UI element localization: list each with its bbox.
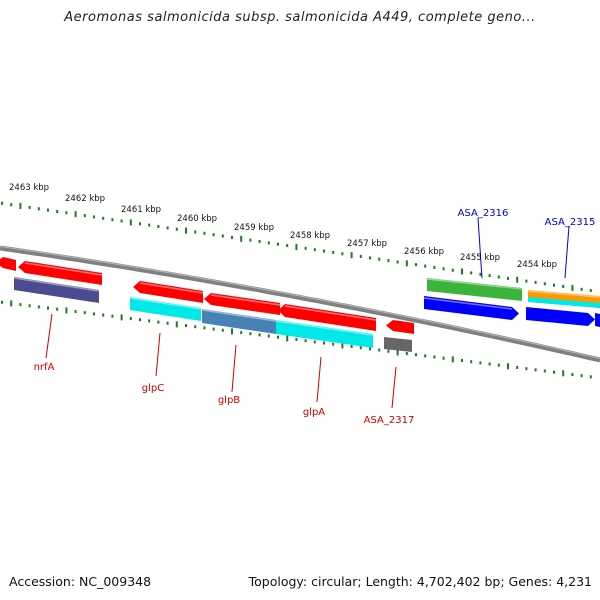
gene-arrow[interactable]	[204, 293, 280, 315]
backbone-ring	[0, 245, 600, 363]
accession-info: Accession: NC_009348	[9, 574, 152, 589]
scale-label: 2456 kbp	[404, 247, 444, 257]
feature-highlight	[527, 290, 600, 298]
scale-label: 2463 kbp	[9, 183, 49, 193]
gene-label-asa-2315[interactable]: ASA_2315	[545, 217, 596, 228]
gene-label-glpa[interactable]: glpA	[303, 407, 325, 418]
feature-highlight	[129, 297, 202, 310]
gene-arrow[interactable]	[18, 261, 102, 285]
map-title: Aeromonas salmonicida subsp. salmonicida…	[64, 10, 536, 25]
gene-label-asa-2317[interactable]: ASA_2317	[364, 415, 415, 426]
gene-arrow[interactable]	[133, 281, 203, 303]
gene-label-asa-2316[interactable]: ASA_2316	[458, 208, 509, 219]
inner-tick-ring	[1, 300, 592, 379]
scale-label: 2454 kbp	[517, 260, 557, 270]
leader-line	[477, 217, 483, 279]
outer-tick-ring	[1, 201, 592, 293]
feature-highlight	[426, 278, 523, 290]
gene-label-glpb[interactable]: glpB	[218, 395, 240, 406]
cog-block[interactable]	[202, 309, 276, 334]
leader-line	[391, 366, 397, 409]
scale-labels: 2463 kbp 2462 kbp 2461 kbp 2460 kbp 2459 kbp…	[9, 183, 557, 270]
cog-block[interactable]	[276, 320, 373, 348]
label-leader-lines	[45, 217, 570, 409]
feature-highlight	[275, 320, 374, 336]
feature-highlight	[24, 262, 103, 276]
gene-labels[interactable]: nrfA glpC glpB glpA ASA_2317 ASA_2316 ASA_2315	[34, 208, 596, 426]
scale-label: 2461 kbp	[121, 205, 161, 215]
leader-line	[316, 356, 322, 403]
feature-highlight	[284, 305, 377, 321]
leader-line	[564, 225, 570, 279]
leader-line	[155, 332, 161, 377]
gene-arrow[interactable]	[0, 257, 16, 271]
gene-arrow[interactable]	[526, 307, 595, 326]
feature-tracks[interactable]	[0, 257, 600, 352]
cog-block[interactable]	[427, 278, 522, 301]
cog-block[interactable]	[130, 297, 201, 321]
cog-block[interactable]	[384, 337, 412, 352]
scale-label: 2462 kbp	[65, 194, 105, 204]
gene-arrow[interactable]	[386, 320, 414, 334]
gene-label-nrfa[interactable]: nrfA	[34, 362, 55, 373]
gene-label-glpc[interactable]: glpC	[142, 383, 164, 394]
feature-highlight	[423, 297, 513, 310]
scale-label: 2460 kbp	[177, 214, 217, 224]
cog-block[interactable]	[14, 277, 99, 303]
feature-highlight	[139, 282, 204, 294]
feature-highlight	[201, 309, 277, 322]
scale-label: 2458 kbp	[290, 231, 330, 241]
genome-summary: Topology: circular; Length: 4,702,402 bp…	[248, 574, 592, 589]
gene-arrow[interactable]	[424, 296, 519, 320]
feature-highlight	[210, 294, 281, 306]
gene-arrow[interactable]	[278, 304, 376, 331]
scale-label: 2459 kbp	[234, 223, 274, 233]
cog-block[interactable]	[528, 297, 600, 308]
backbone-highlight	[0, 246, 600, 359]
scale-label: 2455 kbp	[460, 253, 500, 263]
scale-label: 2457 kbp	[347, 239, 387, 249]
cog-block[interactable]	[595, 313, 600, 327]
backbone-line	[0, 245, 600, 363]
leader-line	[231, 344, 237, 393]
leader-line	[45, 313, 53, 359]
feature-highlight	[13, 277, 100, 292]
